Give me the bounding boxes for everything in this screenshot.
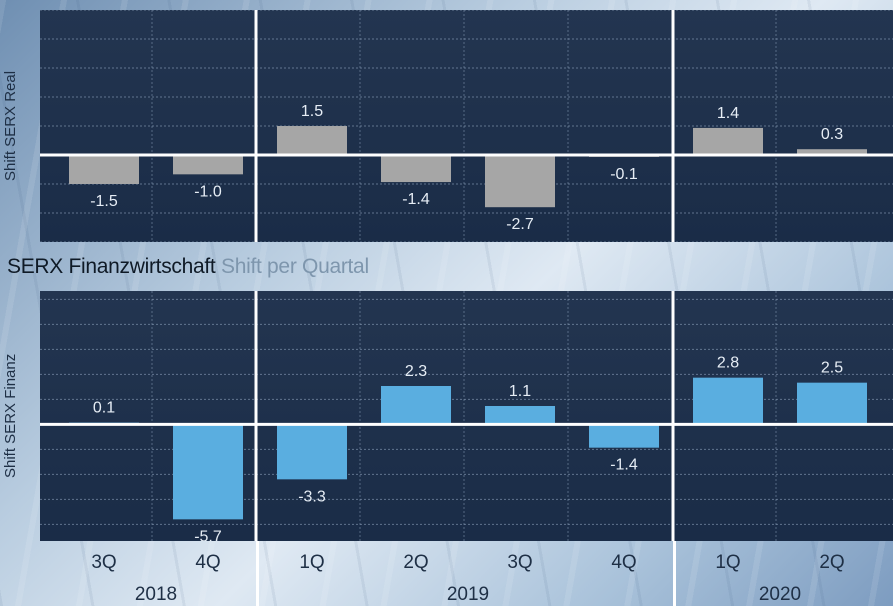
x-tick-year: 2019 [446,584,490,605]
data-label: -1.4 [402,191,430,208]
data-label: -5.7 [194,528,222,541]
x-tick-quarter: 4Q [195,552,221,573]
x-axis: 3Q 4Q 1Q 2Q 3Q 4Q 1Q 2Q 2018 2019 2020 [40,546,893,606]
bar [485,155,555,208]
y-axis-label-finanz: Shift SERX Finanz [2,353,19,479]
chart-svg: 0.1 -5.7 -3.3 2.3 1.1 -1.4 2.8 2.5 [40,291,893,541]
data-label: 2.8 [717,355,739,372]
x-tick-quarter: 1Q [715,552,741,573]
data-label: 2.5 [821,360,843,377]
bar [693,377,763,425]
bar [693,127,763,155]
section-title-main: SERX Finanzwirtschaft [7,255,216,278]
x-tick-quarter: 1Q [299,552,325,573]
chart-serx-finanz: 0.1 -5.7 -3.3 2.3 1.1 -1.4 2.8 2.5 [40,291,893,541]
chart-svg: -1.5 -1.0 1.5 -1.4 -2.7 -0.1 1.4 0.3 [40,10,893,242]
section-title: SERX Finanzwirtschaft Shift per Quartal [7,255,369,279]
x-tick-quarter: 2Q [819,552,845,573]
data-label: -1.4 [610,457,638,474]
bar [797,382,867,425]
year-separator-2018-2019 [256,541,259,606]
data-label: 0.3 [821,126,843,143]
bar [381,155,451,183]
bar [69,155,139,184]
bar [589,424,659,448]
bar [173,155,243,175]
y-axis-label-real: Shift SERX Real [2,70,19,182]
bar [797,149,867,155]
data-label: 1.5 [301,103,323,120]
section-title-sub: Shift per Quartal [221,255,369,278]
data-label: -1.0 [194,183,222,200]
plot-area [40,10,893,242]
data-label: -1.5 [90,193,118,210]
year-separator-2019-2020 [673,541,676,606]
x-tick-quarter: 4Q [611,552,637,573]
bar [173,424,243,520]
x-tick-quarter: 3Q [91,552,117,573]
plot-area [40,291,893,541]
chart-serx-real: -1.5 -1.0 1.5 -1.4 -2.7 -0.1 1.4 0.3 [40,10,893,242]
x-tick-quarter: 2Q [403,552,429,573]
data-label: -2.7 [506,216,534,233]
data-label: -0.1 [610,166,638,183]
bar [381,386,451,425]
data-label: 1.4 [717,105,739,122]
x-tick-year: 2020 [758,584,802,605]
data-label: 1.1 [509,383,531,400]
data-label: -3.3 [298,488,326,505]
bar [277,424,347,480]
x-tick-year: 2018 [134,584,178,605]
bar [277,126,347,155]
data-label: 2.3 [405,363,427,380]
bar [485,406,555,425]
x-tick-quarter: 3Q [507,552,533,573]
data-label: 0.1 [93,400,115,417]
